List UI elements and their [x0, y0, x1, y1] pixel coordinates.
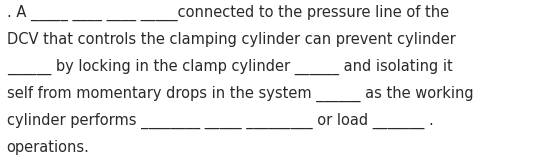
Text: . A _____ ____ ____ _____connected to the pressure line of the: . A _____ ____ ____ _____connected to th…	[7, 5, 449, 21]
Text: cylinder performs ________ _____ _________ or load _______ .: cylinder performs ________ _____ _______…	[7, 113, 434, 129]
Text: self from momentary drops in the system ______ as the working: self from momentary drops in the system …	[7, 86, 473, 102]
Text: DCV that controls the clamping cylinder can prevent cylinder: DCV that controls the clamping cylinder …	[7, 32, 455, 47]
Text: operations.: operations.	[7, 140, 90, 155]
Text: ______ by locking in the clamp cylinder ______ and isolating it: ______ by locking in the clamp cylinder …	[7, 59, 453, 75]
